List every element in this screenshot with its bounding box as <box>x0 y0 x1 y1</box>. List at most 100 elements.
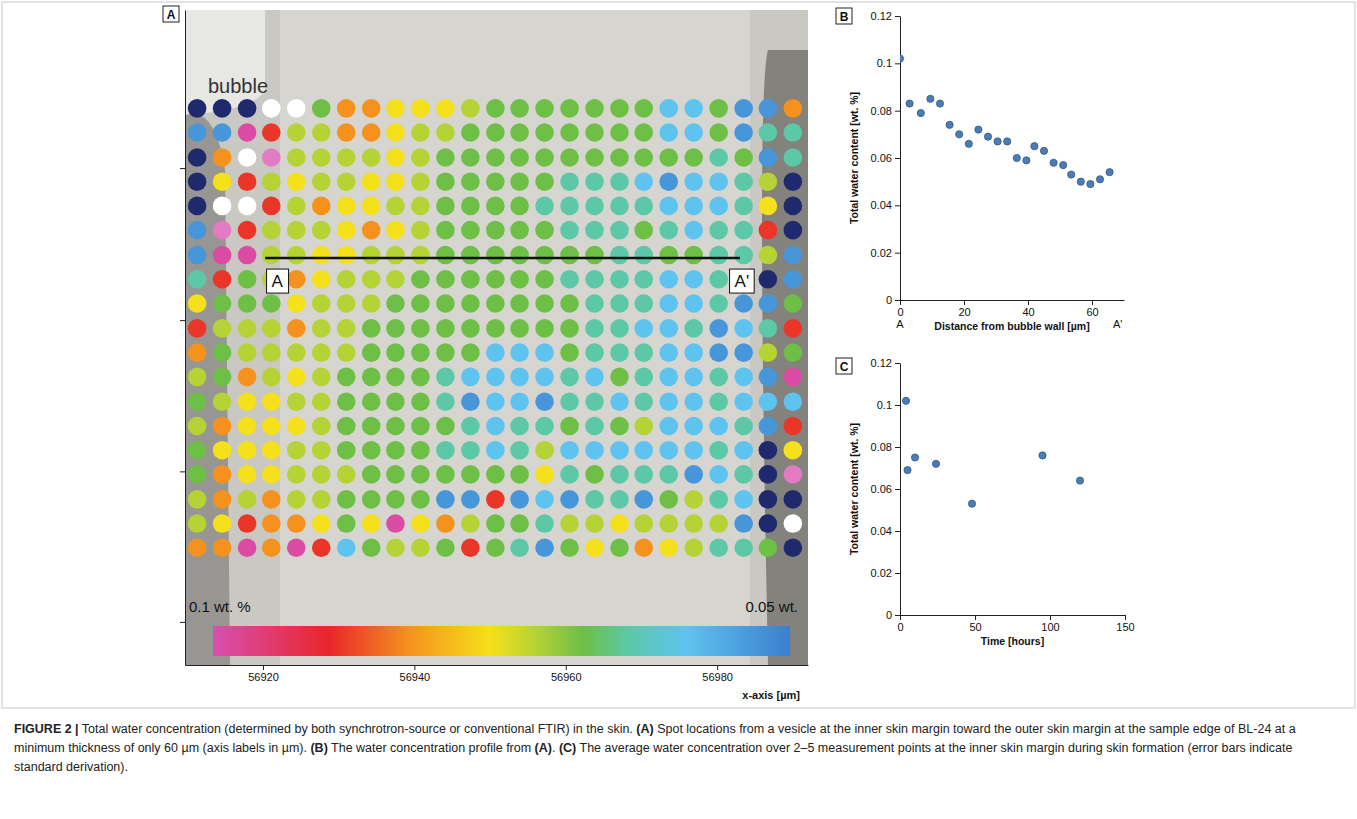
tick-label: 0.04 <box>871 199 892 211</box>
spot <box>759 392 778 411</box>
spot <box>510 538 529 557</box>
spot <box>461 197 480 216</box>
caption-text: . <box>552 741 559 755</box>
spot <box>486 221 505 240</box>
spot <box>734 99 753 118</box>
spot <box>436 368 455 387</box>
spot <box>312 148 331 167</box>
spot <box>436 172 455 191</box>
spot <box>312 221 331 240</box>
spot <box>238 417 257 436</box>
tick-mark <box>895 573 900 574</box>
tick: 0.04 <box>871 199 900 211</box>
spot <box>461 538 480 557</box>
spot <box>188 221 207 240</box>
spot <box>784 99 803 118</box>
spot <box>709 392 728 411</box>
spot <box>659 172 678 191</box>
spot <box>585 392 604 411</box>
spot <box>634 368 653 387</box>
spot <box>510 417 529 436</box>
tick: 0.1 <box>877 57 900 69</box>
caption-text: (A) <box>535 741 552 755</box>
spot <box>411 368 430 387</box>
tick-mark <box>1050 615 1051 620</box>
spot <box>238 465 257 484</box>
spot <box>461 343 480 362</box>
spot <box>610 270 629 289</box>
spot <box>709 465 728 484</box>
spot <box>560 197 579 216</box>
spot <box>213 246 232 265</box>
spot <box>188 99 207 118</box>
tick-mark <box>895 405 900 406</box>
spot <box>362 172 381 191</box>
spot <box>510 172 529 191</box>
spot <box>684 270 703 289</box>
spot <box>386 246 405 265</box>
spot <box>510 148 529 167</box>
spot <box>535 514 554 533</box>
axis-end-label: A <box>896 318 904 330</box>
profile-label-text: A' <box>735 272 750 291</box>
spot <box>337 392 356 411</box>
tick-label: 0.04 <box>871 525 892 537</box>
spot <box>362 417 381 436</box>
spot <box>486 246 505 265</box>
spot <box>411 465 430 484</box>
spot <box>734 392 753 411</box>
spot <box>287 197 306 216</box>
spot <box>362 368 381 387</box>
tick-mark <box>180 471 185 472</box>
spot <box>386 392 405 411</box>
spot <box>560 123 579 142</box>
spot <box>784 490 803 509</box>
spot <box>784 368 803 387</box>
spot <box>535 417 554 436</box>
axis-line <box>901 615 1126 616</box>
spot <box>436 490 455 509</box>
spot <box>188 197 207 216</box>
spot <box>585 319 604 338</box>
spot <box>486 319 505 338</box>
spot <box>386 221 405 240</box>
spot <box>238 197 257 216</box>
spot <box>337 514 356 533</box>
spot <box>436 343 455 362</box>
tick-label: 0.06 <box>871 152 892 164</box>
spot <box>535 294 554 313</box>
spot <box>337 465 356 484</box>
spot <box>312 343 331 362</box>
spot <box>510 294 529 313</box>
spot <box>784 465 803 484</box>
spot <box>386 197 405 216</box>
spot <box>610 148 629 167</box>
spot <box>213 270 232 289</box>
spot <box>436 319 455 338</box>
spot <box>560 441 579 460</box>
spot <box>386 441 405 460</box>
spot <box>684 221 703 240</box>
spot <box>213 514 232 533</box>
spot <box>535 538 554 557</box>
y-axis: 00.020.040.060.080.10.12 <box>871 357 901 621</box>
spot <box>659 99 678 118</box>
tick: 0.06 <box>871 152 900 164</box>
spot <box>486 368 505 387</box>
axis-line <box>900 364 901 616</box>
spot <box>362 99 381 118</box>
axis-line <box>901 300 1125 301</box>
spot <box>461 270 480 289</box>
spot <box>784 123 803 142</box>
spot <box>784 417 803 436</box>
spot <box>610 514 629 533</box>
spot <box>188 417 207 436</box>
spot <box>486 148 505 167</box>
spot <box>659 270 678 289</box>
spot <box>610 246 629 265</box>
spot <box>213 417 232 436</box>
data-point <box>965 140 972 147</box>
spot <box>784 441 803 460</box>
spot <box>188 465 207 484</box>
spot <box>560 319 579 338</box>
